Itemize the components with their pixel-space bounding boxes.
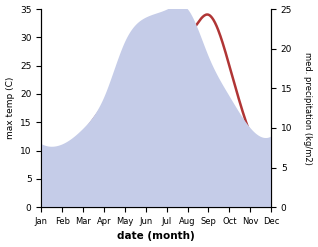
Y-axis label: max temp (C): max temp (C) (5, 77, 15, 139)
Y-axis label: med. precipitation (kg/m2): med. precipitation (kg/m2) (303, 52, 313, 165)
X-axis label: date (month): date (month) (117, 231, 195, 242)
